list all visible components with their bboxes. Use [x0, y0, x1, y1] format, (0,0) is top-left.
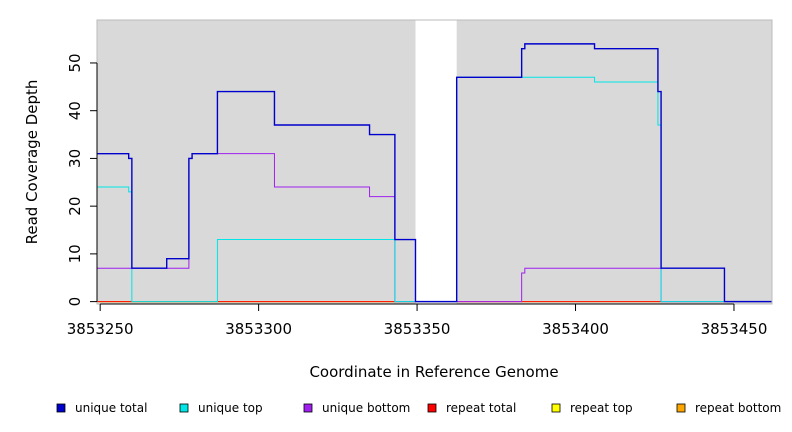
- legend-swatch: [427, 403, 437, 413]
- legend-swatch: [676, 403, 686, 413]
- series-lines: [97, 43, 772, 303]
- gap-region: [415, 20, 457, 304]
- legend-label: unique top: [198, 401, 263, 415]
- x-tick-label: 3853300: [225, 320, 292, 338]
- y-axis-title: Read Coverage Depth: [23, 80, 41, 245]
- legend-label: repeat top: [570, 401, 633, 415]
- y-tick-label: 0: [66, 297, 84, 307]
- legend-swatch: [179, 403, 189, 413]
- legend-label: repeat total: [446, 401, 516, 415]
- legend-swatch: [56, 403, 66, 413]
- legend-label: unique bottom: [322, 401, 410, 415]
- gap-regions: [415, 20, 457, 304]
- y-tick-label: 50: [66, 53, 84, 72]
- x-tick-label: 3853250: [67, 320, 134, 338]
- legend-label: repeat bottom: [695, 401, 781, 415]
- legend-swatch: [551, 403, 561, 413]
- y-tick-label: 10: [66, 244, 84, 263]
- legend-label: unique total: [75, 401, 147, 415]
- x-axis-title: Coordinate in Reference Genome: [309, 363, 558, 381]
- y-tick-label: 40: [66, 101, 84, 120]
- legend-swatch: [303, 403, 313, 413]
- y-tick-label: 20: [66, 197, 84, 216]
- x-tick-label: 3853350: [384, 320, 451, 338]
- x-tick-label: 3853400: [542, 320, 609, 338]
- x-tick-label: 3853450: [701, 320, 768, 338]
- legend: unique total unique top unique bottom repea…: [56, 401, 781, 415]
- series-line-unique-total: [97, 43, 772, 303]
- y-tick-label: 30: [66, 149, 84, 168]
- axes: 3853250 3853300 3853350 3853400 3853450 0 10 20…: [66, 53, 767, 338]
